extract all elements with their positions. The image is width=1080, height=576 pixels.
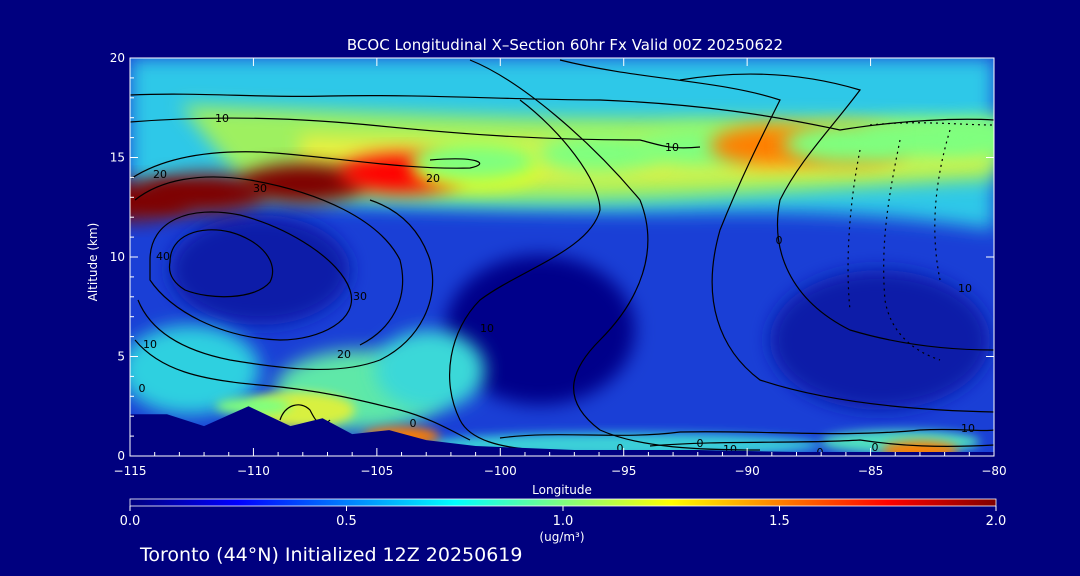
contour-line (469, 59, 761, 451)
contour-labels: 102030403020100201001001000100100 (139, 112, 976, 459)
contour-line (679, 73, 994, 351)
terrain (130, 406, 994, 456)
x-tick-label: −85 (858, 464, 883, 478)
contour-label: 10 (215, 112, 229, 125)
contour-label: 10 (143, 338, 157, 351)
y-axis-label: Altitude (km) (86, 223, 100, 302)
contour-label: 0 (817, 446, 824, 459)
contour-line (131, 151, 481, 179)
contour-line (137, 199, 434, 371)
x-tick-label: −115 (114, 464, 147, 478)
x-tick-label: −110 (237, 464, 270, 478)
colorbar-tick-label: 2.0 (986, 514, 1007, 529)
y-tick-label: 5 (117, 350, 125, 364)
contour-line (649, 439, 994, 447)
colorbar-tick-label: 0.0 (120, 514, 141, 529)
smoke-layer-point (932, 117, 994, 158)
x-tick-label: −95 (611, 464, 636, 478)
low-plume-bulge (375, 330, 485, 410)
x-axis: −115 −110 −105 −100 −95 −90 −85 −80 (114, 58, 1007, 478)
colorbar-unit-label: (ug/m³) (539, 530, 584, 544)
minimum-east (770, 270, 990, 410)
colorbar: 0.0 0.5 1.0 1.5 2.0 (ug/m³) (120, 498, 1007, 544)
contour-line (130, 117, 701, 149)
y-tick-label: 10 (110, 250, 125, 264)
smoke-layer-point (142, 173, 267, 214)
y-tick-label: 0 (117, 449, 125, 463)
contour-label: 20 (426, 172, 440, 185)
minimum-core (445, 255, 635, 405)
concentration-field (130, 58, 994, 456)
smoke-layer-point (413, 141, 538, 182)
colorbar-gradient (129, 498, 997, 507)
contour-label: 10 (665, 141, 679, 154)
contour-line (134, 176, 404, 346)
colorbar-tick-label: 1.5 (769, 514, 790, 529)
contour-label: 20 (153, 168, 167, 181)
colorbar-tick-label: 0.5 (336, 514, 357, 529)
contour-label: 30 (253, 182, 267, 195)
surface-smoke-point (215, 397, 292, 416)
contour-label: 20 (337, 348, 351, 361)
x-tick-label: −90 (734, 464, 759, 478)
x-tick-label: −105 (360, 464, 393, 478)
contour-line (134, 339, 471, 441)
contour-label: 10 (961, 422, 975, 435)
smoke-layer-point (240, 163, 365, 204)
contour-line (130, 93, 994, 131)
contour-line (168, 229, 274, 298)
contour-line (883, 139, 941, 361)
contour-line (847, 149, 861, 311)
colorbar-ticks: 0.0 0.5 1.0 1.5 2.0 (120, 506, 1007, 529)
y-tick-label: 20 (110, 51, 125, 65)
chart-subtitle: Toronto (44°N) Initialized 12Z 20250619 (139, 544, 523, 566)
contour-label: 0 (617, 442, 624, 455)
x-axis-label: Longitude (532, 483, 592, 497)
smoke-layer-point (537, 133, 662, 174)
plot-area: 102030403020100201001001000100100 (130, 58, 994, 459)
contour-label: 30 (353, 290, 367, 303)
contour-label: 0 (410, 417, 417, 430)
contour-line (449, 99, 601, 451)
contour-label: 10 (958, 282, 972, 295)
contour-label: 40 (156, 250, 170, 263)
contour-label: 0 (139, 382, 146, 395)
contour-lines (130, 59, 994, 451)
x-tick-label: −100 (484, 464, 517, 478)
contour-label: 0 (776, 234, 783, 247)
x-tick-label: −80 (981, 464, 1006, 478)
contour-label: 10 (480, 322, 494, 335)
contour-line (499, 428, 994, 439)
contour-line (149, 211, 353, 341)
low-plume-west (130, 325, 260, 415)
contour-label: 0 (697, 437, 704, 450)
colorbar-tick-label: 1.0 (553, 514, 574, 529)
chart-title: BCOC Longitudinal X–Section 60hr Fx Vali… (347, 36, 783, 54)
contour-label: 0 (872, 441, 879, 454)
y-axis: 0 5 10 15 20 (110, 51, 994, 463)
y-tick-label: 15 (110, 151, 125, 165)
contour-line (559, 59, 994, 413)
